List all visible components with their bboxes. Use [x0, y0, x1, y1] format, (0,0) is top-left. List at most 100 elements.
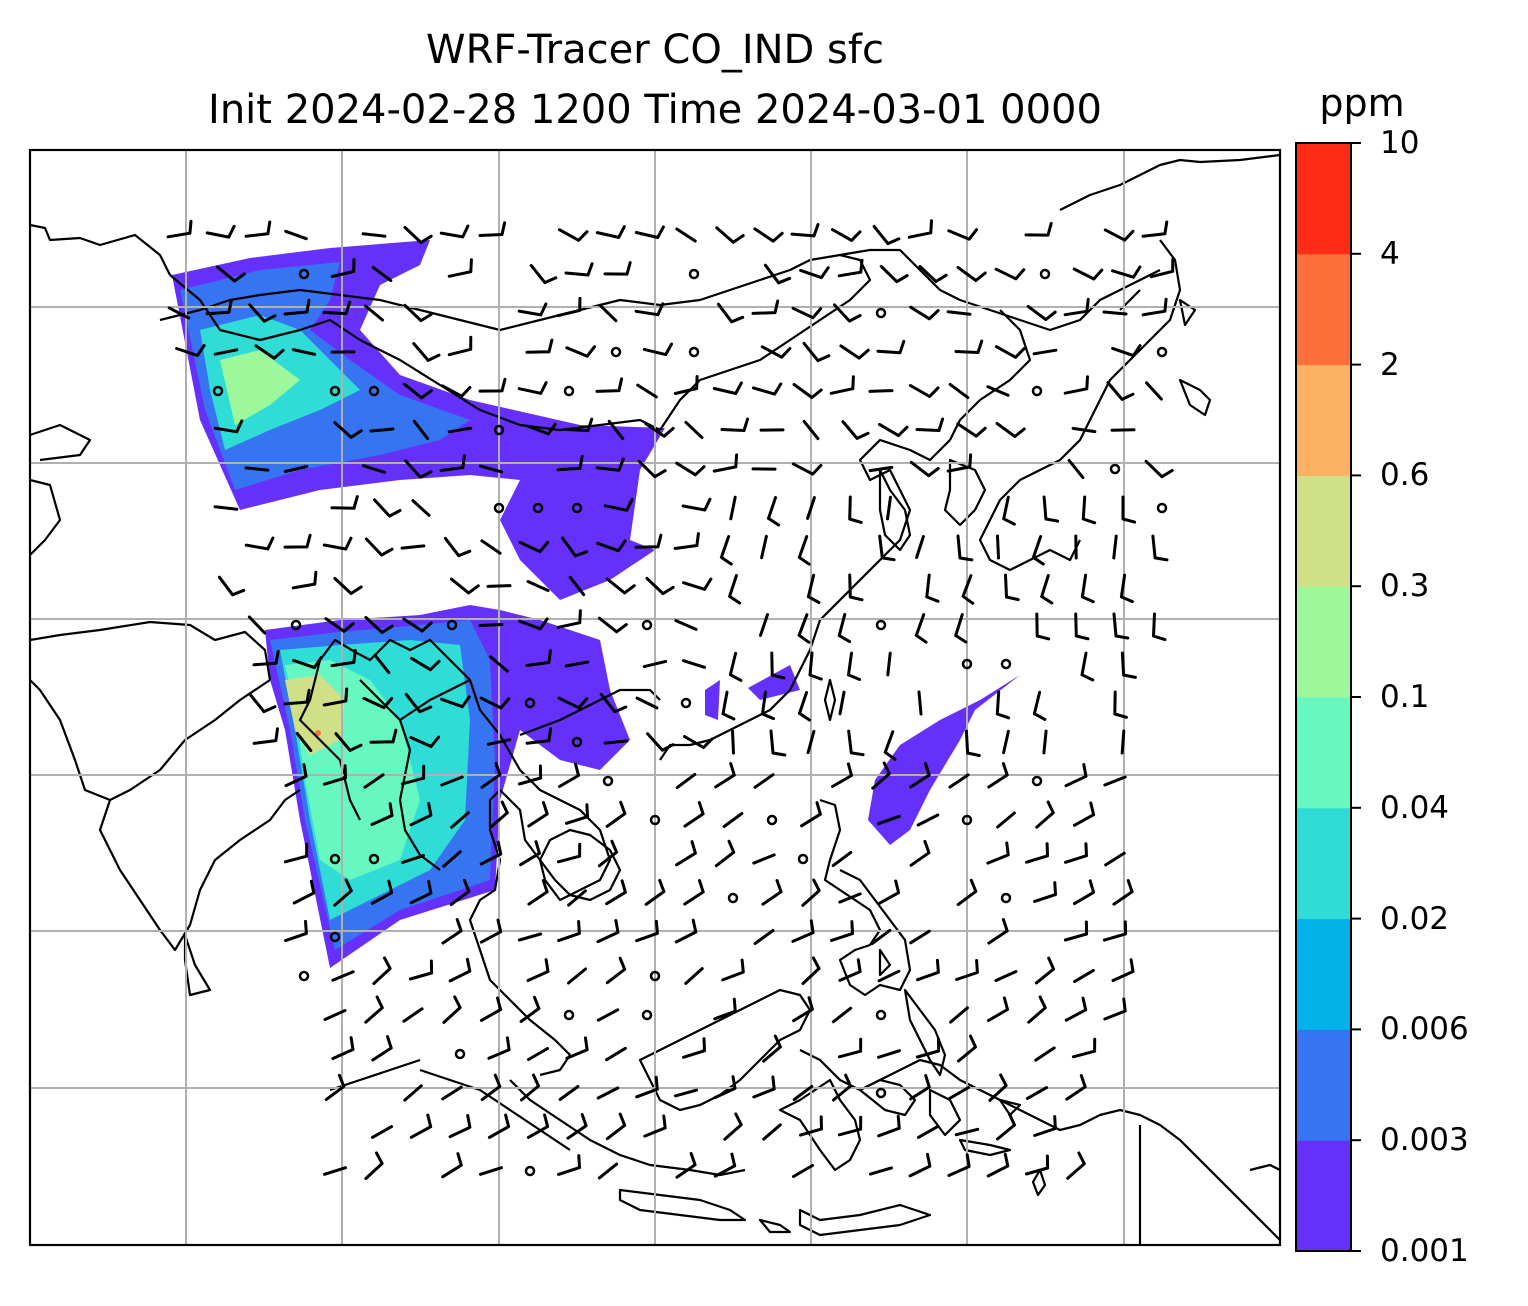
- wind-barb: [769, 729, 787, 757]
- wind-barb: [333, 878, 353, 907]
- wind-barb: [401, 854, 425, 864]
- wind-barb: [175, 344, 206, 357]
- wind-barb: [1073, 968, 1095, 984]
- wind-barb: [753, 773, 775, 789]
- wind-barb: [986, 385, 1010, 397]
- colorbar-segment: [1296, 697, 1351, 809]
- wind-barb: [486, 738, 512, 746]
- wind-barb: [1063, 920, 1089, 942]
- wind-barb: [247, 615, 267, 635]
- coastlines: [30, 153, 1280, 1245]
- wind-barb: [643, 1114, 667, 1138]
- wind-barb: [519, 840, 541, 867]
- wind-barb: [364, 1151, 384, 1180]
- wind-barb: [517, 764, 543, 786]
- wind-barb: [675, 1152, 697, 1179]
- map-area: [30, 150, 1280, 1245]
- wind-barb: [478, 464, 504, 474]
- wind-barb: [986, 1152, 1010, 1178]
- wind-barb: [402, 1007, 424, 1023]
- wind-barb: [720, 417, 750, 432]
- calm-wind-marker: [1031, 775, 1043, 787]
- wind-barb: [714, 762, 736, 789]
- wind-barb: [1120, 651, 1137, 679]
- wind-barb: [914, 613, 928, 644]
- wind-barb: [792, 1164, 814, 1178]
- wind-barb: [244, 220, 272, 238]
- wind-barb: [634, 533, 663, 549]
- wind-barb: [1103, 228, 1135, 242]
- wind-barb: [403, 226, 433, 244]
- wind-barb: [557, 228, 589, 242]
- wind-barb: [292, 656, 323, 670]
- wind-barb: [715, 226, 745, 244]
- wind-barb: [948, 773, 970, 789]
- wind-barb: [752, 1075, 776, 1099]
- colorbar-segment: [1296, 364, 1351, 476]
- calm-wind-marker: [610, 346, 622, 358]
- wind-barb: [994, 267, 1026, 281]
- wind-barb: [371, 1035, 393, 1062]
- tracer-patch-pacific: [868, 675, 1020, 845]
- wind-barb: [517, 932, 543, 942]
- wind-barb: [909, 839, 931, 867]
- wind-barb: [371, 265, 393, 283]
- wind-barb: [760, 345, 792, 359]
- wind-barb: [1073, 879, 1095, 906]
- wind-barb: [283, 533, 312, 549]
- wind-barb: [1074, 612, 1090, 641]
- wind-barb: [556, 296, 582, 318]
- wind-barb: [1121, 495, 1137, 524]
- wind-barb: [954, 339, 984, 354]
- colorbar-tick-label: 0.006: [1380, 1011, 1469, 1048]
- colorbar-tick-label: 0.1: [1380, 679, 1430, 715]
- wind-barb: [792, 383, 823, 399]
- wind-barb: [674, 619, 698, 631]
- wind-barb: [1145, 381, 1163, 401]
- wind-barb: [762, 1123, 782, 1141]
- wind-barb: [644, 878, 666, 906]
- wind-barb: [216, 265, 246, 283]
- wind-barb: [1080, 573, 1095, 604]
- wind-barb: [1141, 297, 1168, 317]
- wind-barb: [1149, 257, 1175, 279]
- wind-barb: [808, 651, 823, 681]
- wind-barb: [909, 929, 931, 945]
- wind-barb: [244, 466, 270, 472]
- wind-barb: [443, 536, 472, 558]
- wind-barb: [409, 879, 433, 905]
- wind-barb: [763, 263, 792, 285]
- wind-barb: [480, 1073, 502, 1102]
- wind-barb: [557, 920, 581, 943]
- wind-barb: [1111, 958, 1135, 982]
- wind-barb: [565, 803, 589, 825]
- wind-barb: [907, 219, 933, 239]
- colorbar-segment: [1296, 143, 1351, 255]
- wind-barb: [1071, 426, 1097, 434]
- wind-barb: [597, 839, 619, 868]
- wind-barb: [295, 731, 313, 753]
- wind-barb: [603, 498, 634, 512]
- colorbar-unit: ppm: [1319, 81, 1405, 125]
- tracer-peak: [315, 730, 321, 736]
- wind-barb: [1119, 573, 1134, 604]
- wind-barb: [1102, 310, 1128, 316]
- wind-barb: [675, 227, 697, 243]
- wind-barb: [995, 690, 1011, 720]
- wind-barb: [557, 696, 589, 710]
- wind-barb: [596, 919, 620, 944]
- wind-barb: [839, 344, 870, 360]
- wind-barb: [713, 1152, 737, 1178]
- wind-barbs: [166, 219, 1175, 1180]
- wind-barb: [322, 536, 353, 551]
- wind-barb: [333, 577, 363, 595]
- wind-barb: [564, 262, 594, 277]
- wind-barb: [323, 764, 347, 786]
- wind-barb: [556, 609, 582, 629]
- calm-wind-marker: [532, 502, 544, 514]
- wind-barb: [954, 1127, 980, 1137]
- wind-barb: [1112, 612, 1130, 640]
- wind-barb: [948, 382, 970, 400]
- wind-barb: [364, 304, 384, 322]
- map-title-line2: Init 2024-02-28 1200 Time 2024-03-01 000…: [208, 87, 1102, 133]
